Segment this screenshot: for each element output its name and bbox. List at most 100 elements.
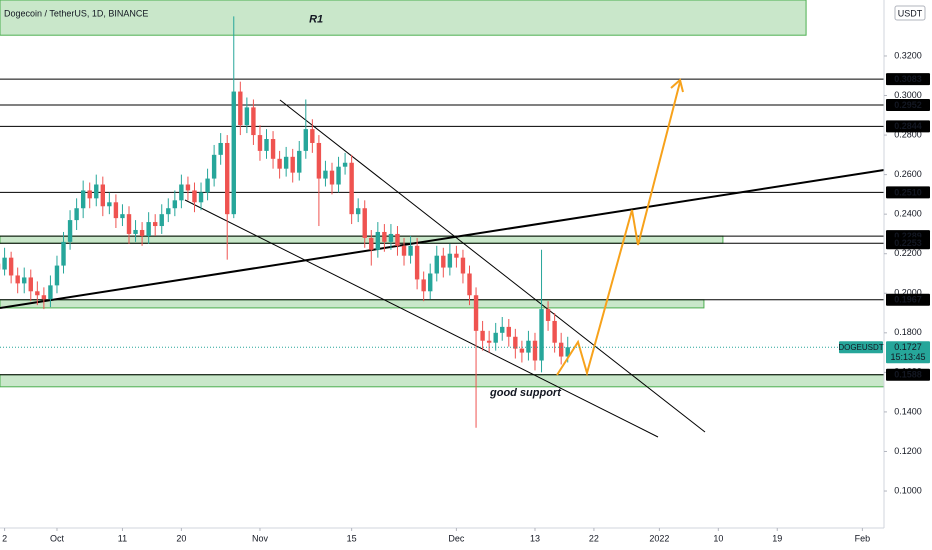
- x-tick-label: 13: [530, 533, 540, 543]
- candle-body: [54, 265, 60, 286]
- candle-body: [401, 245, 407, 256]
- candle-body: [41, 295, 47, 300]
- candle-body: [2, 257, 7, 270]
- candle-body: [120, 214, 125, 219]
- candle-body: [558, 342, 564, 357]
- candle-body: [310, 129, 315, 143]
- trend-line: [279, 99, 706, 433]
- candle-body: [80, 190, 86, 209]
- candle-body: [179, 184, 184, 201]
- x-tick-label: 20: [176, 533, 186, 543]
- last-price-label: 0.1727: [894, 342, 922, 352]
- candle-body: [408, 245, 413, 256]
- candle-body: [152, 222, 158, 227]
- zone: [0, 0, 807, 36]
- candles: [0, 16, 570, 428]
- candle-body: [519, 348, 525, 353]
- candle-body: [264, 139, 269, 151]
- candle-body: [480, 330, 485, 341]
- currency: USDT: [898, 8, 923, 18]
- candle-body: [100, 184, 106, 207]
- candle-body: [434, 255, 439, 274]
- candle-body: [218, 142, 223, 155]
- chart-title: Dogecoin / TetherUS, 1D, BINANCE: [4, 8, 148, 18]
- candle-body: [414, 245, 420, 280]
- candle-body: [257, 135, 263, 151]
- y-tick-label: 0.3000: [894, 90, 922, 100]
- candle-body: [382, 231, 387, 242]
- candle-body: [205, 178, 210, 193]
- candle-body: [211, 154, 217, 179]
- candle-body: [323, 170, 328, 179]
- candle-body: [172, 200, 178, 209]
- candle-body: [74, 208, 79, 221]
- level-label: 0.2253: [894, 238, 922, 248]
- candle-body: [375, 231, 381, 250]
- level-label: 0.2844: [894, 121, 922, 131]
- candle-body: [22, 277, 27, 284]
- candle-body: [244, 107, 250, 126]
- x-tick-label: Nov: [252, 533, 269, 543]
- candle-body: [166, 208, 171, 215]
- y-tick-label: 0.2800: [894, 129, 922, 139]
- candle-body: [270, 139, 276, 159]
- candle-body: [428, 273, 433, 292]
- candle-body: [87, 190, 92, 199]
- candle-body: [35, 291, 40, 296]
- levels: [0, 78, 884, 376]
- candle-body: [290, 156, 295, 173]
- y-tick-label: 0.3200: [894, 50, 922, 60]
- level-box: [886, 99, 930, 112]
- candle-body: [225, 142, 230, 215]
- x-tick-label: 2022: [649, 533, 669, 543]
- projection: [556, 78, 684, 377]
- candle-body: [493, 332, 498, 343]
- candle-body: [388, 233, 394, 242]
- candle-body: [454, 253, 459, 258]
- candle-body: [107, 202, 112, 207]
- candle-body: [67, 220, 73, 242]
- time-axis: [0, 528, 932, 550]
- projection-path: [556, 81, 681, 377]
- candle-body: [198, 192, 204, 203]
- candle-body: [447, 253, 453, 268]
- price-axis: [884, 0, 932, 550]
- candle-body: [336, 166, 341, 185]
- zone: [0, 374, 885, 388]
- candle-body: [133, 229, 138, 234]
- y-tick-label: 0.1000: [894, 485, 922, 495]
- candle-body: [513, 336, 518, 349]
- candle-body: [113, 202, 119, 219]
- x-tick-label: Oct: [50, 533, 65, 543]
- candle-body: [238, 91, 243, 126]
- zone: [0, 299, 705, 309]
- x-tick-label: 15: [347, 533, 357, 543]
- candle-body: [192, 190, 197, 203]
- candle-body: [362, 208, 367, 238]
- candle-body: [8, 257, 14, 276]
- level-box: [886, 368, 930, 381]
- y-tick-label: 0.1200: [894, 446, 922, 456]
- candle-body: [486, 340, 492, 343]
- candle-body: [342, 162, 348, 167]
- candle-body: [552, 320, 557, 343]
- candle-body: [329, 170, 335, 185]
- y-tick-label: 0.2600: [894, 169, 922, 179]
- candle-body: [15, 275, 20, 284]
- trend-lines: [0, 99, 885, 438]
- candle-body: [185, 184, 191, 191]
- candle-body: [61, 241, 66, 266]
- y-tick-label: 0.2000: [894, 288, 922, 298]
- x-tick-label: Dec: [448, 533, 465, 543]
- candle-body: [395, 233, 400, 246]
- candle-body: [355, 208, 361, 215]
- candle-body: [303, 129, 308, 151]
- x-tick-label: 19: [772, 533, 782, 543]
- candle-body: [506, 326, 511, 337]
- x-tick-label: 11: [118, 533, 127, 543]
- level-box: [886, 186, 930, 199]
- candle-body: [369, 237, 374, 250]
- candle-body: [349, 162, 354, 215]
- level-label: 0.2510: [894, 187, 922, 197]
- candle-body: [146, 222, 151, 236]
